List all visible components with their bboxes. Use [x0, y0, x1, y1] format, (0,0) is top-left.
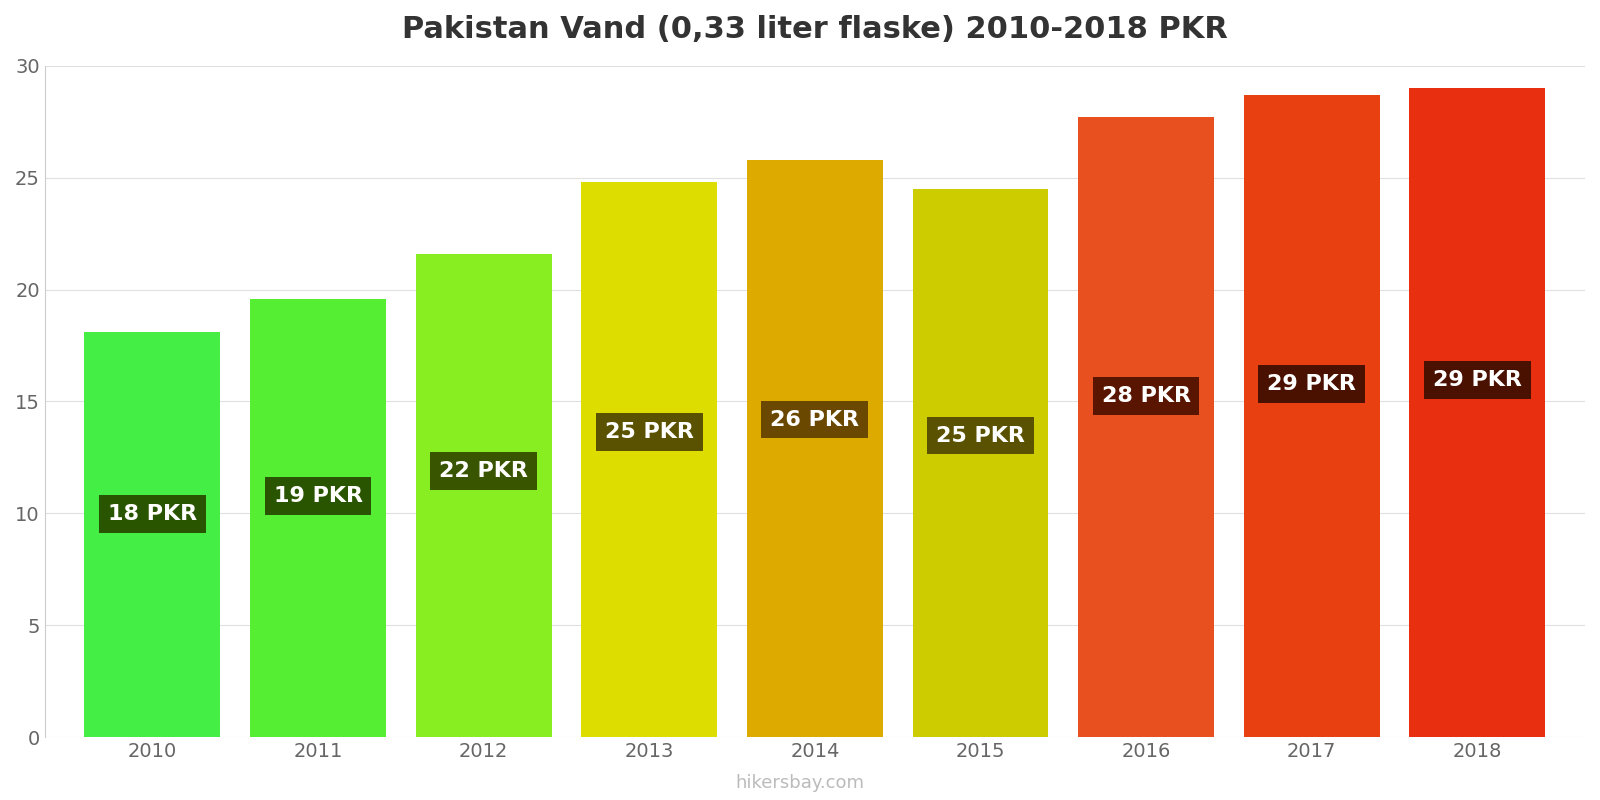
Text: 25 PKR: 25 PKR	[936, 426, 1026, 446]
Text: 25 PKR: 25 PKR	[605, 422, 694, 442]
Bar	[1243, 95, 1379, 737]
Bar	[416, 254, 552, 737]
Text: 26 PKR: 26 PKR	[770, 410, 859, 430]
Bar	[747, 160, 883, 737]
Title: Pakistan Vand (0,33 liter flaske) 2010-2018 PKR: Pakistan Vand (0,33 liter flaske) 2010-2…	[402, 15, 1227, 44]
Bar	[912, 189, 1048, 737]
Bar	[85, 332, 221, 737]
Text: 18 PKR: 18 PKR	[107, 504, 197, 524]
Text: 28 PKR: 28 PKR	[1102, 386, 1190, 406]
Text: hikersbay.com: hikersbay.com	[736, 774, 864, 792]
Text: 19 PKR: 19 PKR	[274, 486, 363, 506]
Text: 29 PKR: 29 PKR	[1434, 370, 1522, 390]
Bar	[250, 298, 386, 737]
Text: 22 PKR: 22 PKR	[438, 462, 528, 482]
Bar	[1078, 118, 1214, 737]
Text: 29 PKR: 29 PKR	[1267, 374, 1357, 394]
Bar	[581, 182, 717, 737]
Bar	[1410, 88, 1546, 737]
